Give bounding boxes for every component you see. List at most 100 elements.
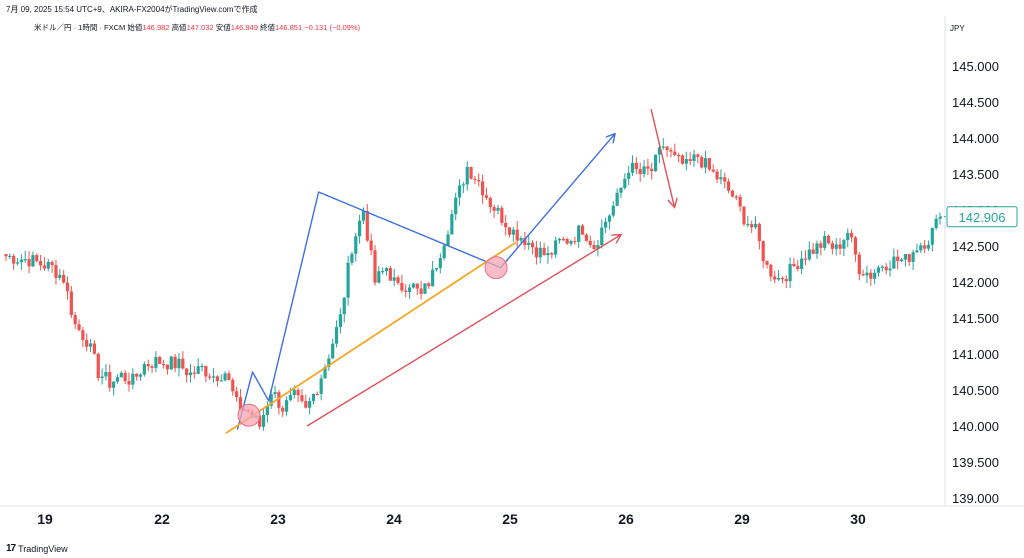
candle-up bbox=[611, 205, 615, 216]
candle-down bbox=[750, 224, 754, 228]
candle-down bbox=[580, 225, 585, 235]
candle-down bbox=[500, 207, 504, 223]
candle-up bbox=[627, 172, 631, 179]
candle-down bbox=[208, 376, 212, 378]
candle-down bbox=[757, 223, 761, 242]
candle-down bbox=[492, 207, 496, 211]
candle-up bbox=[899, 259, 904, 262]
candle-down bbox=[81, 330, 85, 340]
candle-up bbox=[604, 221, 608, 228]
candle-down bbox=[819, 243, 823, 248]
candle-down bbox=[665, 146, 669, 151]
candle-up bbox=[842, 240, 846, 249]
time-tick-label: 24 bbox=[386, 511, 402, 527]
currency-label[interactable]: JPY bbox=[950, 24, 965, 33]
candle-up bbox=[788, 263, 792, 282]
candle-up bbox=[46, 261, 50, 269]
time-tick-label: 26 bbox=[618, 511, 634, 527]
drawings-group[interactable] bbox=[225, 109, 675, 434]
price-tick-label: 144.500 bbox=[952, 95, 999, 110]
candle-up bbox=[554, 240, 558, 255]
candle-down bbox=[523, 237, 527, 245]
candle-down bbox=[27, 259, 31, 267]
candle-up bbox=[615, 192, 619, 206]
candle-down bbox=[181, 358, 185, 369]
blue-zigzag bbox=[236, 134, 614, 430]
candle-up bbox=[346, 262, 350, 298]
candle-down bbox=[427, 283, 431, 287]
candle-up bbox=[557, 238, 562, 241]
candle-down bbox=[849, 232, 854, 238]
candle-up bbox=[338, 314, 342, 328]
candle-up bbox=[8, 255, 12, 258]
candle-down bbox=[123, 372, 127, 381]
symbol-label[interactable]: 米ドル／円 · 1時間 · FXCM bbox=[34, 23, 126, 32]
candle-up bbox=[930, 227, 934, 245]
candle-down bbox=[923, 245, 927, 249]
candle-up bbox=[703, 158, 708, 168]
candle-up bbox=[384, 268, 389, 272]
tradingview-logo-text: TradingView bbox=[18, 543, 68, 554]
candle-up bbox=[292, 389, 296, 396]
candle-up bbox=[546, 253, 550, 256]
candle-up bbox=[815, 243, 819, 254]
candle-up bbox=[361, 210, 366, 221]
candle-up bbox=[746, 224, 750, 226]
candle-down bbox=[646, 166, 650, 169]
candle-down bbox=[296, 389, 300, 396]
candle-down bbox=[304, 401, 308, 408]
candle-up bbox=[284, 400, 289, 412]
candle-up bbox=[223, 373, 227, 381]
low-marker-left bbox=[237, 403, 261, 427]
candle-down bbox=[715, 171, 719, 180]
tradingview-logo-icon: 17 bbox=[6, 543, 16, 554]
candle-down bbox=[634, 162, 638, 170]
candle-up bbox=[323, 367, 327, 379]
tradingview-footer[interactable]: 17 TradingView bbox=[6, 543, 68, 554]
candle-up bbox=[892, 256, 896, 269]
candle-up bbox=[392, 277, 396, 281]
time-tick-label: 22 bbox=[154, 511, 170, 527]
candle-down bbox=[77, 324, 81, 331]
candle-up bbox=[446, 234, 450, 246]
candle-down bbox=[680, 155, 685, 164]
candle-down bbox=[238, 397, 243, 410]
candle-down bbox=[127, 380, 131, 385]
candle-down bbox=[688, 159, 692, 162]
candle-up bbox=[527, 242, 531, 245]
candle-down bbox=[231, 379, 235, 392]
candle-up bbox=[142, 364, 146, 375]
candle-up bbox=[807, 249, 811, 260]
candle-down bbox=[135, 373, 139, 377]
candle-up bbox=[630, 162, 635, 173]
candle-up bbox=[623, 178, 627, 188]
candle-up bbox=[607, 215, 612, 222]
candle-up bbox=[58, 274, 62, 278]
candle-down bbox=[235, 391, 239, 398]
candle-down bbox=[185, 368, 189, 376]
candle-down bbox=[481, 181, 485, 196]
candle-down bbox=[811, 249, 815, 254]
price-axis[interactable]: 145.000144.500144.000143.500143.000142.5… bbox=[952, 59, 999, 506]
price-tick-label: 144.000 bbox=[952, 131, 999, 146]
candle-down bbox=[365, 210, 369, 241]
candle-down bbox=[488, 197, 492, 208]
low-label: 安値 bbox=[215, 23, 231, 32]
candle-up bbox=[753, 223, 758, 228]
candle-up bbox=[888, 268, 892, 271]
candle-down bbox=[92, 343, 97, 354]
candle-up bbox=[442, 245, 446, 259]
candle-down bbox=[281, 407, 285, 412]
candle-down bbox=[730, 190, 735, 197]
high-value: 147.032 bbox=[186, 23, 214, 32]
candle-down bbox=[369, 240, 373, 251]
candle-up bbox=[407, 287, 412, 292]
candle-down bbox=[504, 222, 508, 228]
price-tick-label: 141.500 bbox=[952, 311, 999, 326]
candle-up bbox=[331, 343, 335, 359]
candle-down bbox=[707, 158, 711, 170]
candle-down bbox=[473, 178, 477, 180]
candle-up bbox=[131, 373, 135, 385]
time-axis[interactable]: 19 22 23 24 25 26 29 30 bbox=[37, 511, 866, 527]
